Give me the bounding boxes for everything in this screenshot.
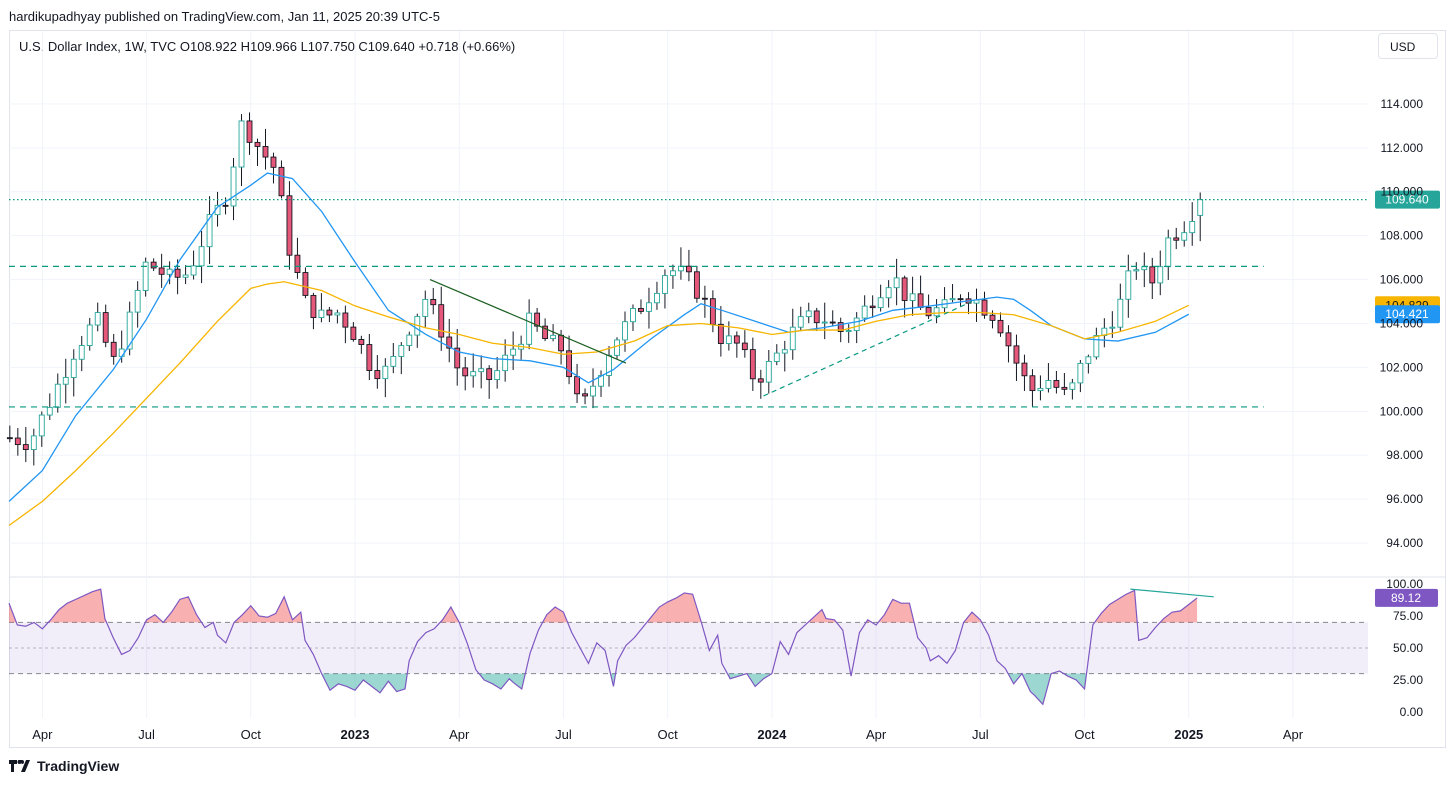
chart-frame — [9, 30, 1446, 748]
footer-brand-label: TradingView — [37, 758, 120, 774]
footer-brand: TradingView — [9, 758, 119, 774]
symbol-legend: U.S. Dollar Index, 1W, TVC O108.922 H109… — [19, 39, 516, 54]
publisher-line: hardikupadhyay published on TradingView.… — [9, 9, 440, 24]
tradingview-logo-icon — [9, 760, 30, 772]
currency-button[interactable]: USD — [1378, 33, 1438, 59]
